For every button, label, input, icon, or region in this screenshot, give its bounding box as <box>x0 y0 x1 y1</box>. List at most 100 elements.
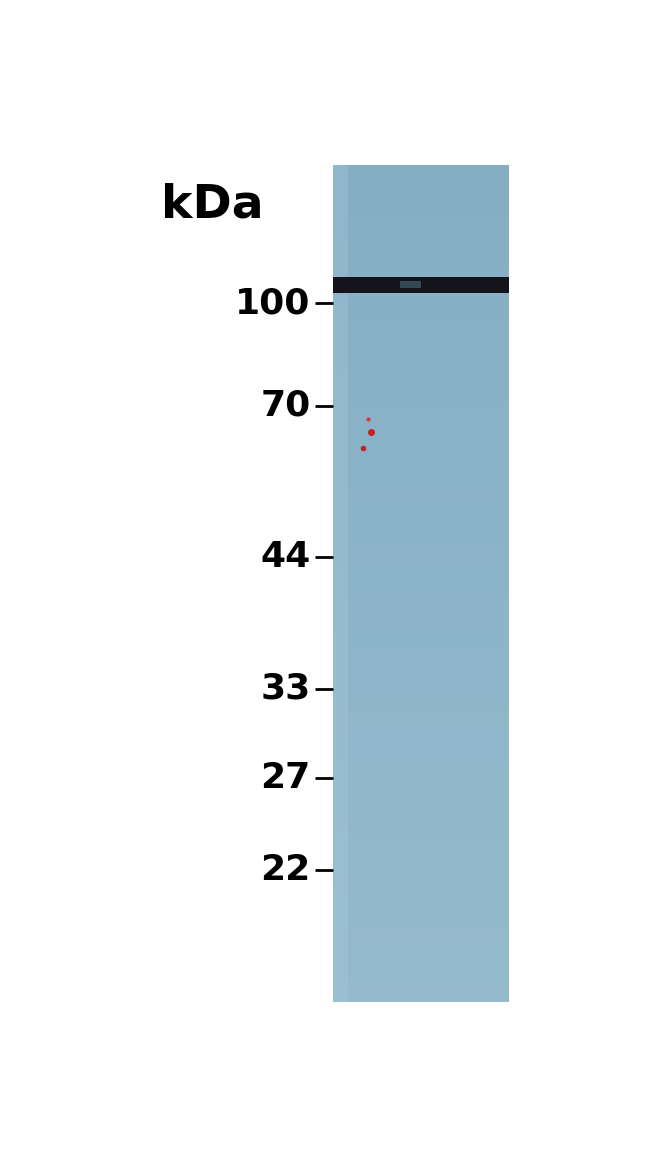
Bar <box>333 180 510 183</box>
Bar <box>333 403 510 406</box>
Bar <box>333 954 510 956</box>
Bar <box>333 186 510 188</box>
Text: kDa: kDa <box>161 183 263 228</box>
Bar <box>333 588 510 590</box>
Bar <box>333 354 510 356</box>
Bar <box>333 787 510 788</box>
Bar <box>333 168 510 170</box>
Bar <box>333 646 510 649</box>
Bar <box>333 550 510 553</box>
Bar <box>333 772 510 775</box>
Bar <box>333 486 510 488</box>
Bar <box>333 514 510 517</box>
Bar <box>333 227 510 228</box>
Bar <box>333 232 510 235</box>
Bar <box>333 873 510 875</box>
Bar <box>333 561 510 563</box>
Bar <box>333 592 510 594</box>
Text: 100: 100 <box>235 287 311 320</box>
Bar <box>333 820 510 822</box>
Bar <box>333 465 510 467</box>
Bar <box>333 785 510 787</box>
Bar <box>333 649 510 651</box>
Bar <box>333 418 510 421</box>
Bar <box>333 697 510 699</box>
Bar <box>333 444 510 446</box>
Bar <box>333 568 510 569</box>
Bar <box>333 919 510 920</box>
Bar <box>333 364 510 366</box>
Bar <box>333 546 510 548</box>
Bar <box>333 922 510 925</box>
Bar <box>333 542 510 544</box>
Bar <box>333 402 510 403</box>
Bar <box>333 850 510 852</box>
Bar <box>333 845 510 847</box>
Bar <box>333 657 510 659</box>
Bar <box>333 260 510 261</box>
Bar <box>333 743 510 744</box>
Bar <box>333 393 510 395</box>
Text: 70: 70 <box>260 388 311 423</box>
Bar <box>333 209 510 212</box>
Bar <box>333 446 510 447</box>
Bar <box>333 852 510 853</box>
Bar <box>333 578 510 579</box>
Bar <box>333 427 510 429</box>
Bar <box>333 193 510 194</box>
Bar <box>333 488 510 490</box>
Bar <box>333 793 510 795</box>
Bar <box>333 360 510 362</box>
Bar <box>333 602 510 605</box>
Bar <box>333 927 510 929</box>
Bar <box>333 525 510 527</box>
Bar <box>333 632 510 633</box>
Bar <box>333 703 510 705</box>
Bar <box>333 222 510 224</box>
Bar <box>333 860 510 862</box>
Bar <box>333 245 510 247</box>
Bar <box>333 529 510 532</box>
Bar <box>333 946 510 948</box>
Bar <box>333 532 510 534</box>
Bar <box>333 964 510 966</box>
Bar <box>333 331 510 333</box>
Bar <box>333 948 510 950</box>
Bar <box>333 628 510 630</box>
Bar <box>333 302 510 304</box>
Bar <box>333 261 510 264</box>
Bar <box>333 858 510 860</box>
Bar <box>333 581 510 584</box>
Bar <box>333 460 510 462</box>
Bar <box>333 633 510 636</box>
Bar <box>333 473 510 475</box>
Bar <box>333 457 510 458</box>
Bar <box>333 323 510 325</box>
Bar <box>333 891 510 894</box>
Bar <box>333 711 510 713</box>
Bar <box>333 249 510 251</box>
Bar <box>333 579 510 581</box>
Bar <box>333 998 510 1000</box>
Bar <box>333 680 510 682</box>
Bar <box>333 216 510 217</box>
Bar <box>333 914 510 917</box>
Bar <box>333 276 510 279</box>
Text: 27: 27 <box>260 761 311 795</box>
Bar <box>333 809 510 812</box>
Bar <box>333 217 510 220</box>
Bar <box>333 605 510 607</box>
Bar <box>333 521 510 524</box>
Bar <box>333 292 510 295</box>
Bar <box>333 829 510 831</box>
Bar <box>333 718 510 720</box>
Bar <box>333 348 510 349</box>
Bar <box>333 975 510 977</box>
Bar <box>333 375 510 377</box>
Bar <box>333 808 510 809</box>
Bar <box>333 253 510 255</box>
Bar <box>333 468 510 470</box>
Bar <box>333 413 510 414</box>
Bar <box>333 754 510 755</box>
Bar <box>333 416 510 418</box>
